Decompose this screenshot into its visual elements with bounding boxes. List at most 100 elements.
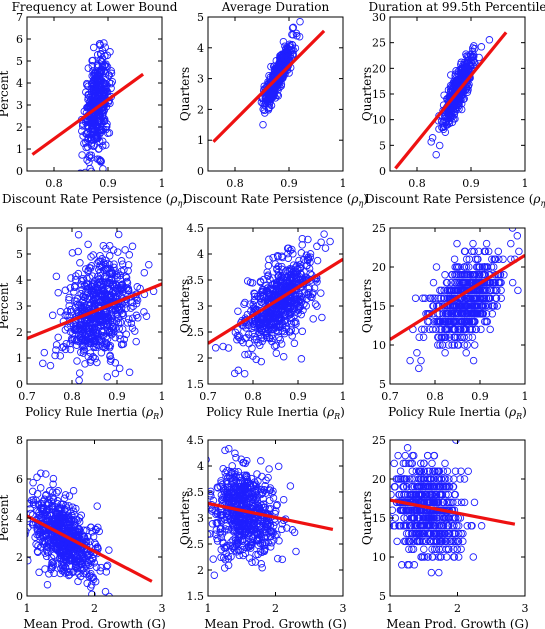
scatter-point [117, 304, 126, 312]
scatter-point [418, 537, 427, 546]
scatter-point [474, 247, 483, 256]
scatter-point [41, 549, 49, 557]
scatter-point [127, 304, 135, 312]
scatter-point [448, 271, 456, 279]
scatter-point [248, 324, 256, 332]
scatter-point [96, 111, 105, 120]
scatter-point [476, 310, 485, 318]
scatter-point [446, 537, 454, 546]
scatter-point [429, 294, 437, 302]
chart-title: Average Duration [221, 0, 330, 14]
scatter-point [60, 494, 69, 503]
scatter-point [464, 52, 472, 60]
scatter-point [27, 523, 32, 532]
y-tick-label: 1.5 [187, 378, 205, 391]
scatter-point [40, 540, 48, 549]
scatter-point [77, 281, 86, 289]
scatter-point [99, 241, 108, 250]
scatter-point [472, 325, 480, 334]
scatter-point [57, 552, 65, 560]
scatter-point [436, 317, 445, 326]
scatter-point [496, 278, 504, 287]
fit-line [31, 72, 145, 156]
scatter-point [67, 548, 76, 557]
scatter-point [234, 526, 243, 534]
scatter-point [432, 325, 440, 334]
scatter-point [470, 341, 479, 349]
scatter-point [40, 348, 49, 357]
scatter-point [65, 296, 73, 304]
scatter-point [296, 295, 305, 303]
scatter-point [461, 278, 470, 287]
scatter-point [86, 561, 94, 570]
scatter-point [326, 237, 334, 246]
scatter-point [264, 272, 272, 281]
scatter-point [269, 325, 278, 334]
y-tick-label: 5 [379, 139, 386, 152]
scatter-point [129, 302, 137, 311]
scatter-point [278, 252, 286, 261]
scatter-point [70, 288, 78, 296]
scatter-point [97, 563, 105, 572]
y-axis-label: Quarters [360, 279, 374, 333]
scatter-point [81, 183, 88, 190]
scatter-point [94, 63, 102, 71]
scatter-point [27, 527, 30, 535]
scatter-point [256, 341, 264, 350]
x-tick-label: 0.8 [45, 177, 63, 190]
scatter-point [278, 262, 286, 271]
scatter-point [65, 540, 73, 548]
scatter-point [269, 487, 277, 495]
scatter-point [100, 313, 109, 321]
scatter-point [244, 350, 252, 359]
scatter-point [246, 544, 255, 552]
y-tick-label: 5 [16, 55, 23, 68]
y-tick-label: 3 [197, 512, 204, 525]
scatter-point [29, 500, 38, 508]
scatter-point [258, 293, 267, 301]
scatter-point [436, 341, 444, 349]
scatter-point [290, 339, 299, 348]
scatter-point [272, 507, 280, 515]
scatter-point [87, 286, 96, 295]
scatter-point [65, 293, 73, 302]
scatter-point [411, 294, 420, 302]
scatter-point [52, 509, 60, 518]
scatter-point [73, 544, 81, 553]
scatter-point [269, 85, 278, 93]
scatter-point [445, 333, 454, 341]
scatter-point [78, 306, 86, 314]
scatter-point [39, 359, 47, 368]
y-tick-label: 2.5 [187, 538, 205, 551]
scatter-point [65, 312, 73, 320]
scatter-point [457, 105, 466, 114]
scatter-point [75, 369, 84, 377]
scatter-point [426, 294, 435, 302]
scatter-point [118, 325, 127, 333]
scatter-point [269, 334, 277, 343]
scatter-point [472, 310, 481, 318]
scatter-point [63, 307, 72, 316]
scatter-point [239, 545, 247, 554]
y-tick-label: 2 [16, 121, 23, 134]
scatter-point [447, 286, 456, 295]
scatter-point [91, 525, 100, 534]
scatter-point [140, 308, 148, 316]
scatter-point [232, 453, 240, 462]
scatter-point [81, 360, 89, 368]
scatter-point [317, 289, 325, 297]
scatter-point [278, 555, 287, 564]
scatter-point [87, 253, 95, 261]
y-tick-label: 0 [16, 165, 23, 178]
scatter-point [241, 350, 249, 359]
scatter-point [441, 317, 450, 326]
scatter-point [245, 542, 254, 551]
scatter-point [439, 106, 447, 115]
scatter-point [216, 528, 224, 537]
scatter-point [125, 368, 134, 377]
scatter-point [443, 286, 452, 295]
scatter-point [49, 488, 57, 496]
scatter-point [78, 122, 87, 130]
scatter-point [241, 298, 249, 307]
